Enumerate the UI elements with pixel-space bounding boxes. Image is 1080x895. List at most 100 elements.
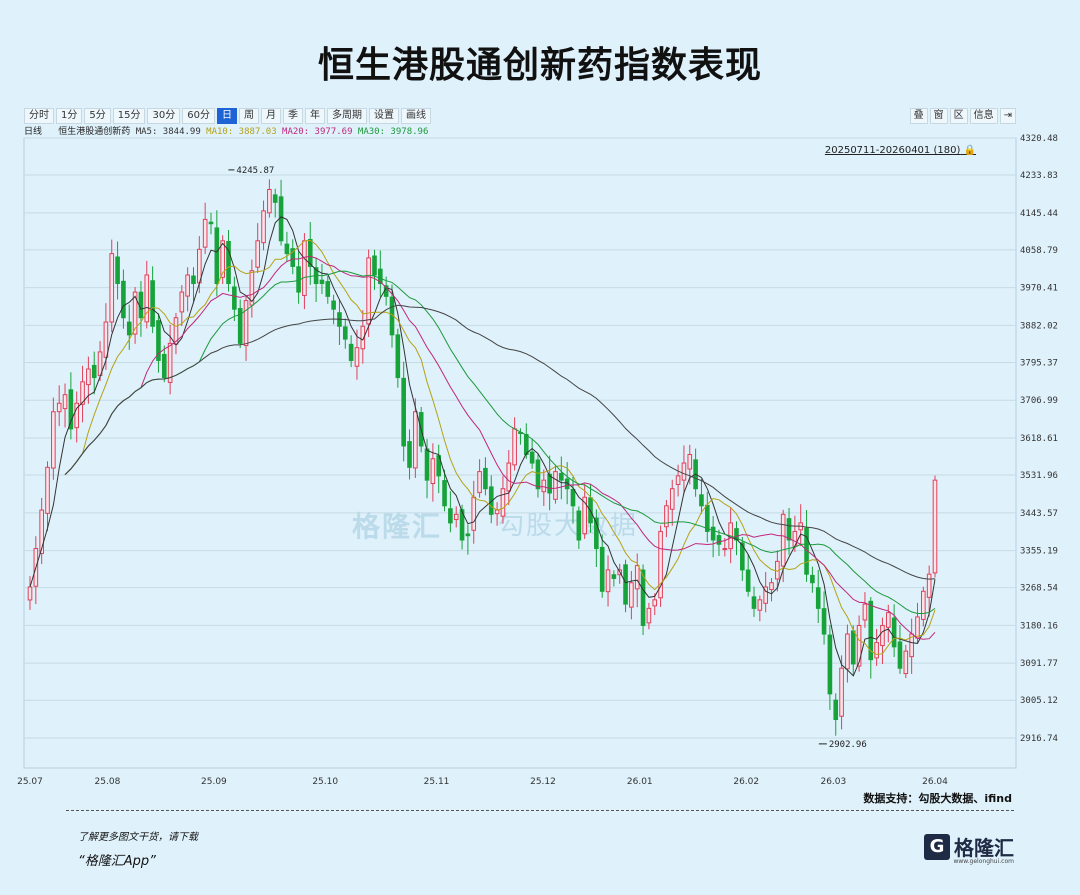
candle-body [827, 634, 833, 695]
ma60-line [64, 304, 936, 580]
candle-body [477, 471, 482, 494]
candle-body [640, 569, 646, 626]
x-tick-label: 25.09 [201, 777, 227, 787]
watermark-gogudata: 勾股大数据 [498, 511, 639, 541]
candle-body [156, 320, 161, 361]
period-tab-8[interactable]: 月 [260, 108, 281, 124]
ma30-line [64, 270, 936, 614]
data-source: 数据支持：勾股大数据、ifind [863, 792, 1012, 805]
plot-frame [23, 137, 1017, 769]
candle-body [699, 494, 704, 507]
y-tick-label: 3091.77 [1020, 659, 1058, 669]
candle-body [62, 394, 68, 410]
candle-body [179, 291, 185, 313]
candle-body [769, 582, 774, 591]
candlestick-chart: 4320.48 4233.83 4145.44 4058.79 3970.41 3882.… [17, 134, 1058, 787]
candle-body [237, 308, 243, 344]
candle-body [932, 479, 938, 574]
period-tab-3[interactable]: 15分 [112, 108, 146, 124]
candle-body [523, 433, 529, 456]
candle-body [594, 517, 599, 550]
candle-body [284, 243, 290, 255]
candle-body [582, 496, 587, 535]
candle-body [716, 535, 722, 545]
period-tab-1[interactable]: 1分 [56, 108, 83, 124]
candle-body [845, 633, 850, 670]
y-tick-label: 4058.79 [1020, 246, 1058, 256]
ma10-line [64, 239, 936, 656]
period-tab-2[interactable]: 5分 [84, 108, 111, 124]
candle-body [430, 458, 436, 485]
brand-name: 格隆汇 [954, 836, 1014, 860]
candle-body [553, 471, 558, 500]
candle-body [132, 291, 138, 335]
tool-button-0[interactable]: 叠 [909, 108, 928, 124]
y-tick-label: 4320.48 [1020, 134, 1058, 144]
candle-body [144, 274, 150, 323]
candle-body [629, 582, 634, 608]
watermark-gelonghui: 格隆汇 [352, 510, 443, 543]
candle-body [86, 368, 91, 386]
x-tick-label: 26.04 [922, 777, 948, 787]
candle-body [751, 596, 757, 609]
divider [66, 810, 1014, 811]
tool-button-1[interactable]: 窗 [929, 108, 948, 124]
candle-body [926, 573, 932, 598]
candle-body [839, 667, 844, 717]
candle-body [488, 486, 494, 515]
period-tab-4[interactable]: 30分 [147, 108, 181, 124]
x-tick-label: 25.07 [17, 777, 43, 787]
candle-body [734, 528, 739, 541]
candle-body [115, 256, 120, 285]
period-tab-5[interactable]: 60分 [182, 108, 215, 124]
candle-body [599, 546, 605, 592]
candle-body [109, 253, 115, 323]
candle-body [874, 642, 879, 659]
period-tab-6[interactable]: 日 [216, 108, 237, 124]
period-toolbar: 分时 1分 5分 15分 30分 60分日周月季年多周期 设置 画线 [24, 108, 431, 124]
candle-body [395, 334, 401, 379]
x-tick-label: 25.08 [95, 777, 121, 787]
candle-body [634, 565, 640, 590]
y-tick-label: 3180.16 [1020, 621, 1058, 631]
x-tick-label: 25.10 [312, 777, 338, 787]
candle-body [302, 240, 307, 296]
date-range-label[interactable]: 20250711-20260401 (180) 🔒 [825, 145, 976, 156]
promo-line1: 了解更多图文干货，请下载 [78, 832, 198, 843]
candle-body [191, 275, 196, 285]
period-tab-13[interactable]: 画线 [400, 108, 431, 124]
tool-button-2[interactable]: 区 [949, 108, 968, 124]
candle-body [897, 641, 903, 669]
period-tab-12[interactable]: 设置 [368, 108, 399, 124]
high-label: 4245.87 [236, 166, 274, 176]
candle-body [500, 488, 506, 517]
period-tab-10[interactable]: 年 [304, 108, 325, 124]
candle-body [232, 286, 237, 310]
tool-button-4[interactable]: ⇥ [999, 108, 1016, 124]
y-tick-label: 2916.74 [1020, 734, 1058, 744]
candle-body [465, 533, 471, 537]
candle-body [559, 472, 564, 481]
candle-body [763, 586, 768, 604]
candle-body [459, 509, 465, 541]
candle-body [570, 488, 576, 507]
period-tab-9[interactable]: 季 [282, 108, 303, 124]
candle-body [214, 227, 220, 285]
candle-body [471, 496, 477, 531]
ma5-value: MA5: 3844.99 [135, 127, 201, 137]
tool-button-3[interactable]: 信息 [969, 108, 998, 124]
period-tab-7[interactable]: 周 [238, 108, 259, 124]
candle-body [529, 451, 535, 464]
logo-icon: G [924, 833, 950, 860]
series-name: 恒生港股通创新药 [58, 127, 131, 137]
candle-body [202, 218, 208, 248]
candle-body [921, 590, 926, 620]
candle-body [652, 599, 658, 607]
candle-body [331, 300, 336, 310]
candle-body [249, 270, 255, 306]
period-tab-11[interactable]: 多周期 [326, 108, 367, 124]
y-tick-label: 3882.02 [1020, 321, 1058, 331]
candle-body [856, 624, 862, 667]
period-tab-0[interactable]: 分时 [24, 108, 54, 124]
candle-body [319, 279, 325, 285]
